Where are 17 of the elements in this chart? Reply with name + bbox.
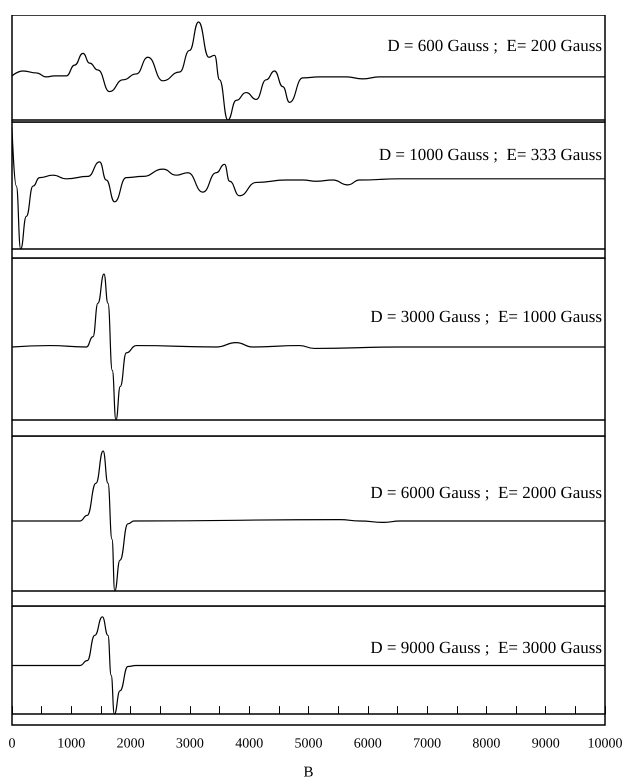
annotation: D = 6000 Gauss ; E= 2000 Gauss [370, 483, 602, 502]
x-axis-title: B [303, 764, 314, 780]
annotation: D = 9000 Gauss ; E= 3000 Gauss [370, 638, 602, 657]
x-tick-label: 1000 [57, 736, 86, 752]
x-tick-label: 5000 [294, 736, 322, 752]
x-tick-label: 2000 [116, 736, 145, 752]
x-tick-label: 9000 [532, 736, 560, 752]
annotation: D = 600 Gauss ; E= 200 Gauss [387, 36, 602, 55]
x-tick-label: 6000 [354, 736, 382, 752]
x-tick-label: 7000 [413, 736, 442, 752]
annotation: D = 1000 Gauss ; E= 333 Gauss [378, 145, 602, 164]
x-tick-label: 0 [8, 736, 16, 752]
x-tick-label: 10000 [588, 736, 622, 752]
x-tick-label: 3000 [176, 736, 204, 752]
x-tick-label: 4000 [235, 736, 264, 752]
annotation: D = 3000 Gauss ; E= 1000 Gauss [370, 307, 602, 326]
x-tick-label: 8000 [472, 736, 500, 752]
